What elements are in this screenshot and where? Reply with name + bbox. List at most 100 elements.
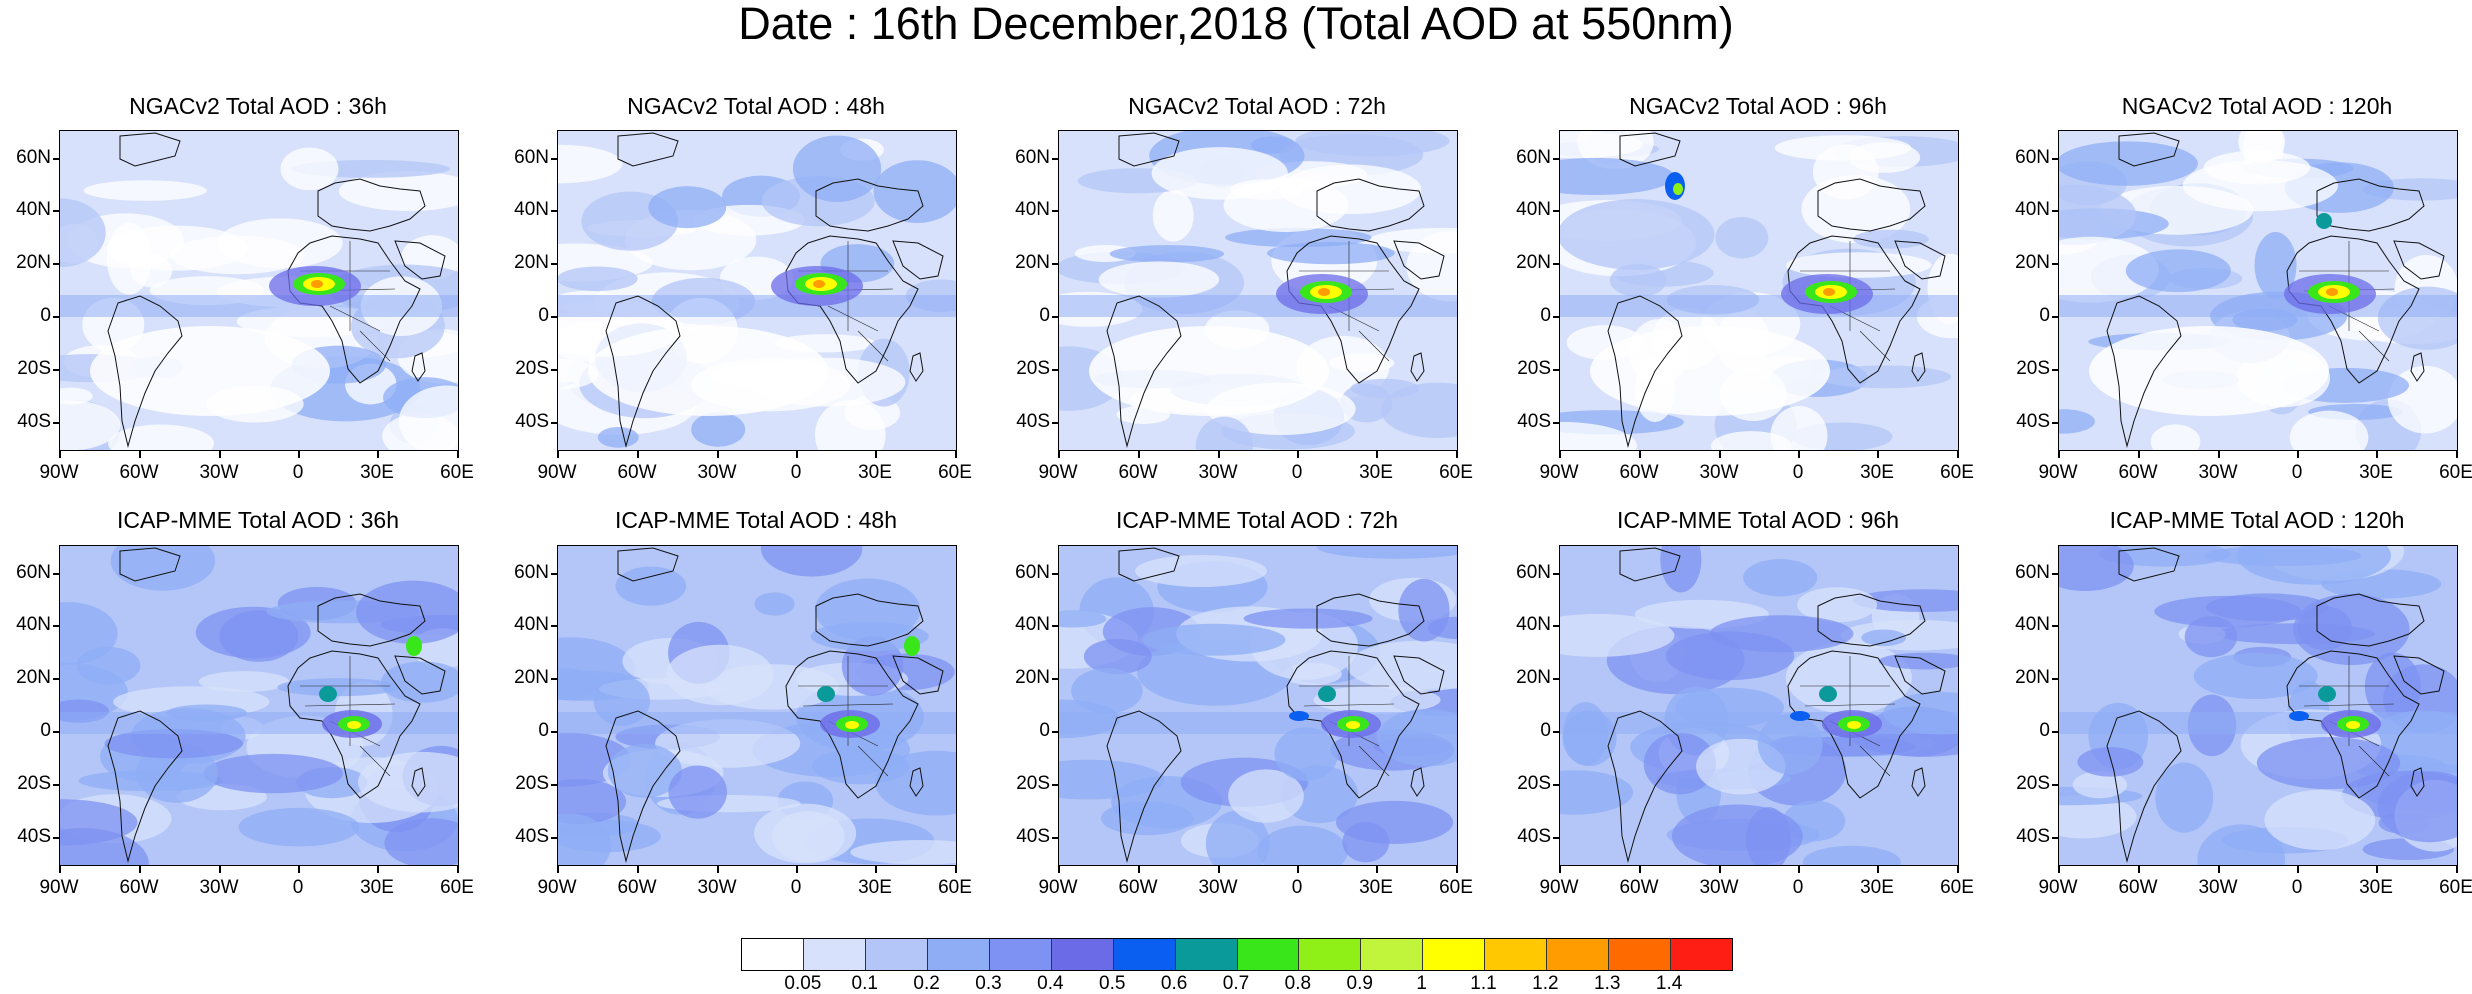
lat-tick <box>1553 422 1559 424</box>
lon-tick-label: 30E <box>1860 877 1894 898</box>
colorbar-label: 1.2 <box>1532 973 1559 994</box>
lon-tick <box>1877 451 1879 458</box>
lat-tick-label: 20N <box>1516 252 1551 273</box>
lat-tick-label: 20N <box>1015 667 1050 688</box>
lon-tick-label: 90W <box>2038 877 2078 898</box>
lat-tick-label: 40N <box>514 199 549 220</box>
lon-tick <box>59 451 61 458</box>
aod-field <box>1560 131 1958 450</box>
lat-tick <box>53 784 59 786</box>
lon-tick-label: 0 <box>1291 877 1303 898</box>
lat-tick <box>1052 210 1058 212</box>
lat-tick-label: 40N <box>1516 614 1551 635</box>
lat-tick <box>1052 625 1058 627</box>
lat-tick <box>1553 263 1559 265</box>
lat-tick <box>551 158 557 160</box>
lat-tick <box>1052 573 1058 575</box>
lon-tick-label: 60W <box>617 462 657 483</box>
lon-tick <box>1058 866 1060 873</box>
lon-tick <box>1719 451 1721 458</box>
lon-tick <box>717 451 719 458</box>
lat-tick-label: 60N <box>1015 562 1050 583</box>
lon-tick-label: 30E <box>360 877 394 898</box>
lat-tick <box>2052 784 2058 786</box>
colorbar-cell <box>1547 939 1610 970</box>
lon-tick <box>796 451 798 458</box>
lat-tick-label: 40N <box>2015 199 2050 220</box>
lat-tick-label: 20N <box>514 252 549 273</box>
colorbar-label: 0.7 <box>1222 973 1250 994</box>
lon-tick-label: 60W <box>119 877 159 898</box>
lat-tick <box>1553 210 1559 212</box>
map-panel <box>59 545 459 866</box>
lat-tick <box>551 263 557 265</box>
lat-tick <box>1052 731 1058 733</box>
lat-tick <box>551 369 557 371</box>
colorbar-cell <box>1361 939 1424 970</box>
colorbar-label: 0.9 <box>1346 973 1373 994</box>
lat-tick-label: 20S <box>2016 358 2050 379</box>
lat-tick <box>1553 784 1559 786</box>
lat-tick-label: 40S <box>17 411 51 432</box>
panel-title: ICAP-MME Total AOD : 96h <box>1616 507 1900 533</box>
lon-tick <box>1376 451 1378 458</box>
lat-tick-label: 40S <box>515 411 549 432</box>
lon-tick <box>1218 451 1220 458</box>
lon-tick-label: 90W <box>1539 462 1579 483</box>
lon-tick <box>2058 866 2060 873</box>
lat-tick <box>1553 837 1559 839</box>
lat-tick-label: 60N <box>1516 562 1551 583</box>
aod-field <box>1059 546 1457 865</box>
lon-tick <box>298 451 300 458</box>
lat-tick-label: 20N <box>16 252 51 273</box>
lat-tick-label: 20S <box>1517 773 1551 794</box>
lat-tick-label: 40S <box>2016 826 2050 847</box>
lon-tick <box>1218 866 1220 873</box>
lon-tick-label: 90W <box>1539 877 1579 898</box>
colorbar-label: 1.4 <box>1655 973 1683 994</box>
lat-tick-label: 40N <box>1516 199 1551 220</box>
lon-tick <box>796 866 798 873</box>
lon-tick-label: 60E <box>938 877 972 898</box>
lon-tick-label: 0 <box>2291 462 2303 483</box>
panel-title: NGACv2 Total AOD : 72h <box>1128 93 1386 119</box>
lat-tick-label: 40S <box>1517 411 1551 432</box>
lon-tick <box>1297 866 1299 873</box>
lat-tick-label: 0 <box>1039 305 1050 326</box>
map-panel <box>557 130 957 451</box>
panel-title: ICAP-MME Total AOD : 48h <box>614 507 898 533</box>
lon-tick <box>2456 451 2458 458</box>
lat-tick <box>2052 316 2058 318</box>
lat-tick <box>2052 678 2058 680</box>
colorbar-cell <box>1671 939 1732 970</box>
lon-tick-label: 60W <box>1619 462 1659 483</box>
lat-tick-label: 20N <box>1516 667 1551 688</box>
lon-tick-label: 90W <box>39 877 79 898</box>
lat-tick-label: 60N <box>2015 562 2050 583</box>
panel-title: ICAP-MME Total AOD : 36h <box>116 507 400 533</box>
lon-tick-label: 90W <box>1038 462 1078 483</box>
map-panel <box>2058 130 2458 451</box>
colorbar-label: 0.5 <box>1099 973 1126 994</box>
lon-tick-label: 60E <box>440 877 474 898</box>
lat-tick-label: 20N <box>2015 667 2050 688</box>
panel-title: NGACv2 Total AOD : 36h <box>129 93 387 119</box>
lat-tick-label: 40S <box>17 826 51 847</box>
lon-tick-label: 60E <box>440 462 474 483</box>
lon-tick <box>637 866 639 873</box>
colorbar-label: 0.1 <box>851 973 878 994</box>
lon-tick <box>1559 451 1561 458</box>
colorbar-cell <box>927 939 990 970</box>
lat-tick <box>53 837 59 839</box>
lon-tick-label: 60W <box>617 877 657 898</box>
lat-tick <box>1553 369 1559 371</box>
lon-tick-label: 90W <box>1038 877 1078 898</box>
lat-tick <box>53 210 59 212</box>
lon-tick <box>2058 451 2060 458</box>
lat-tick-label: 20S <box>1016 358 1050 379</box>
lon-tick-label: 30W <box>199 877 239 898</box>
lon-tick <box>377 451 379 458</box>
lat-tick <box>53 678 59 680</box>
lat-tick-label: 0 <box>538 720 549 741</box>
lon-tick <box>955 866 957 873</box>
